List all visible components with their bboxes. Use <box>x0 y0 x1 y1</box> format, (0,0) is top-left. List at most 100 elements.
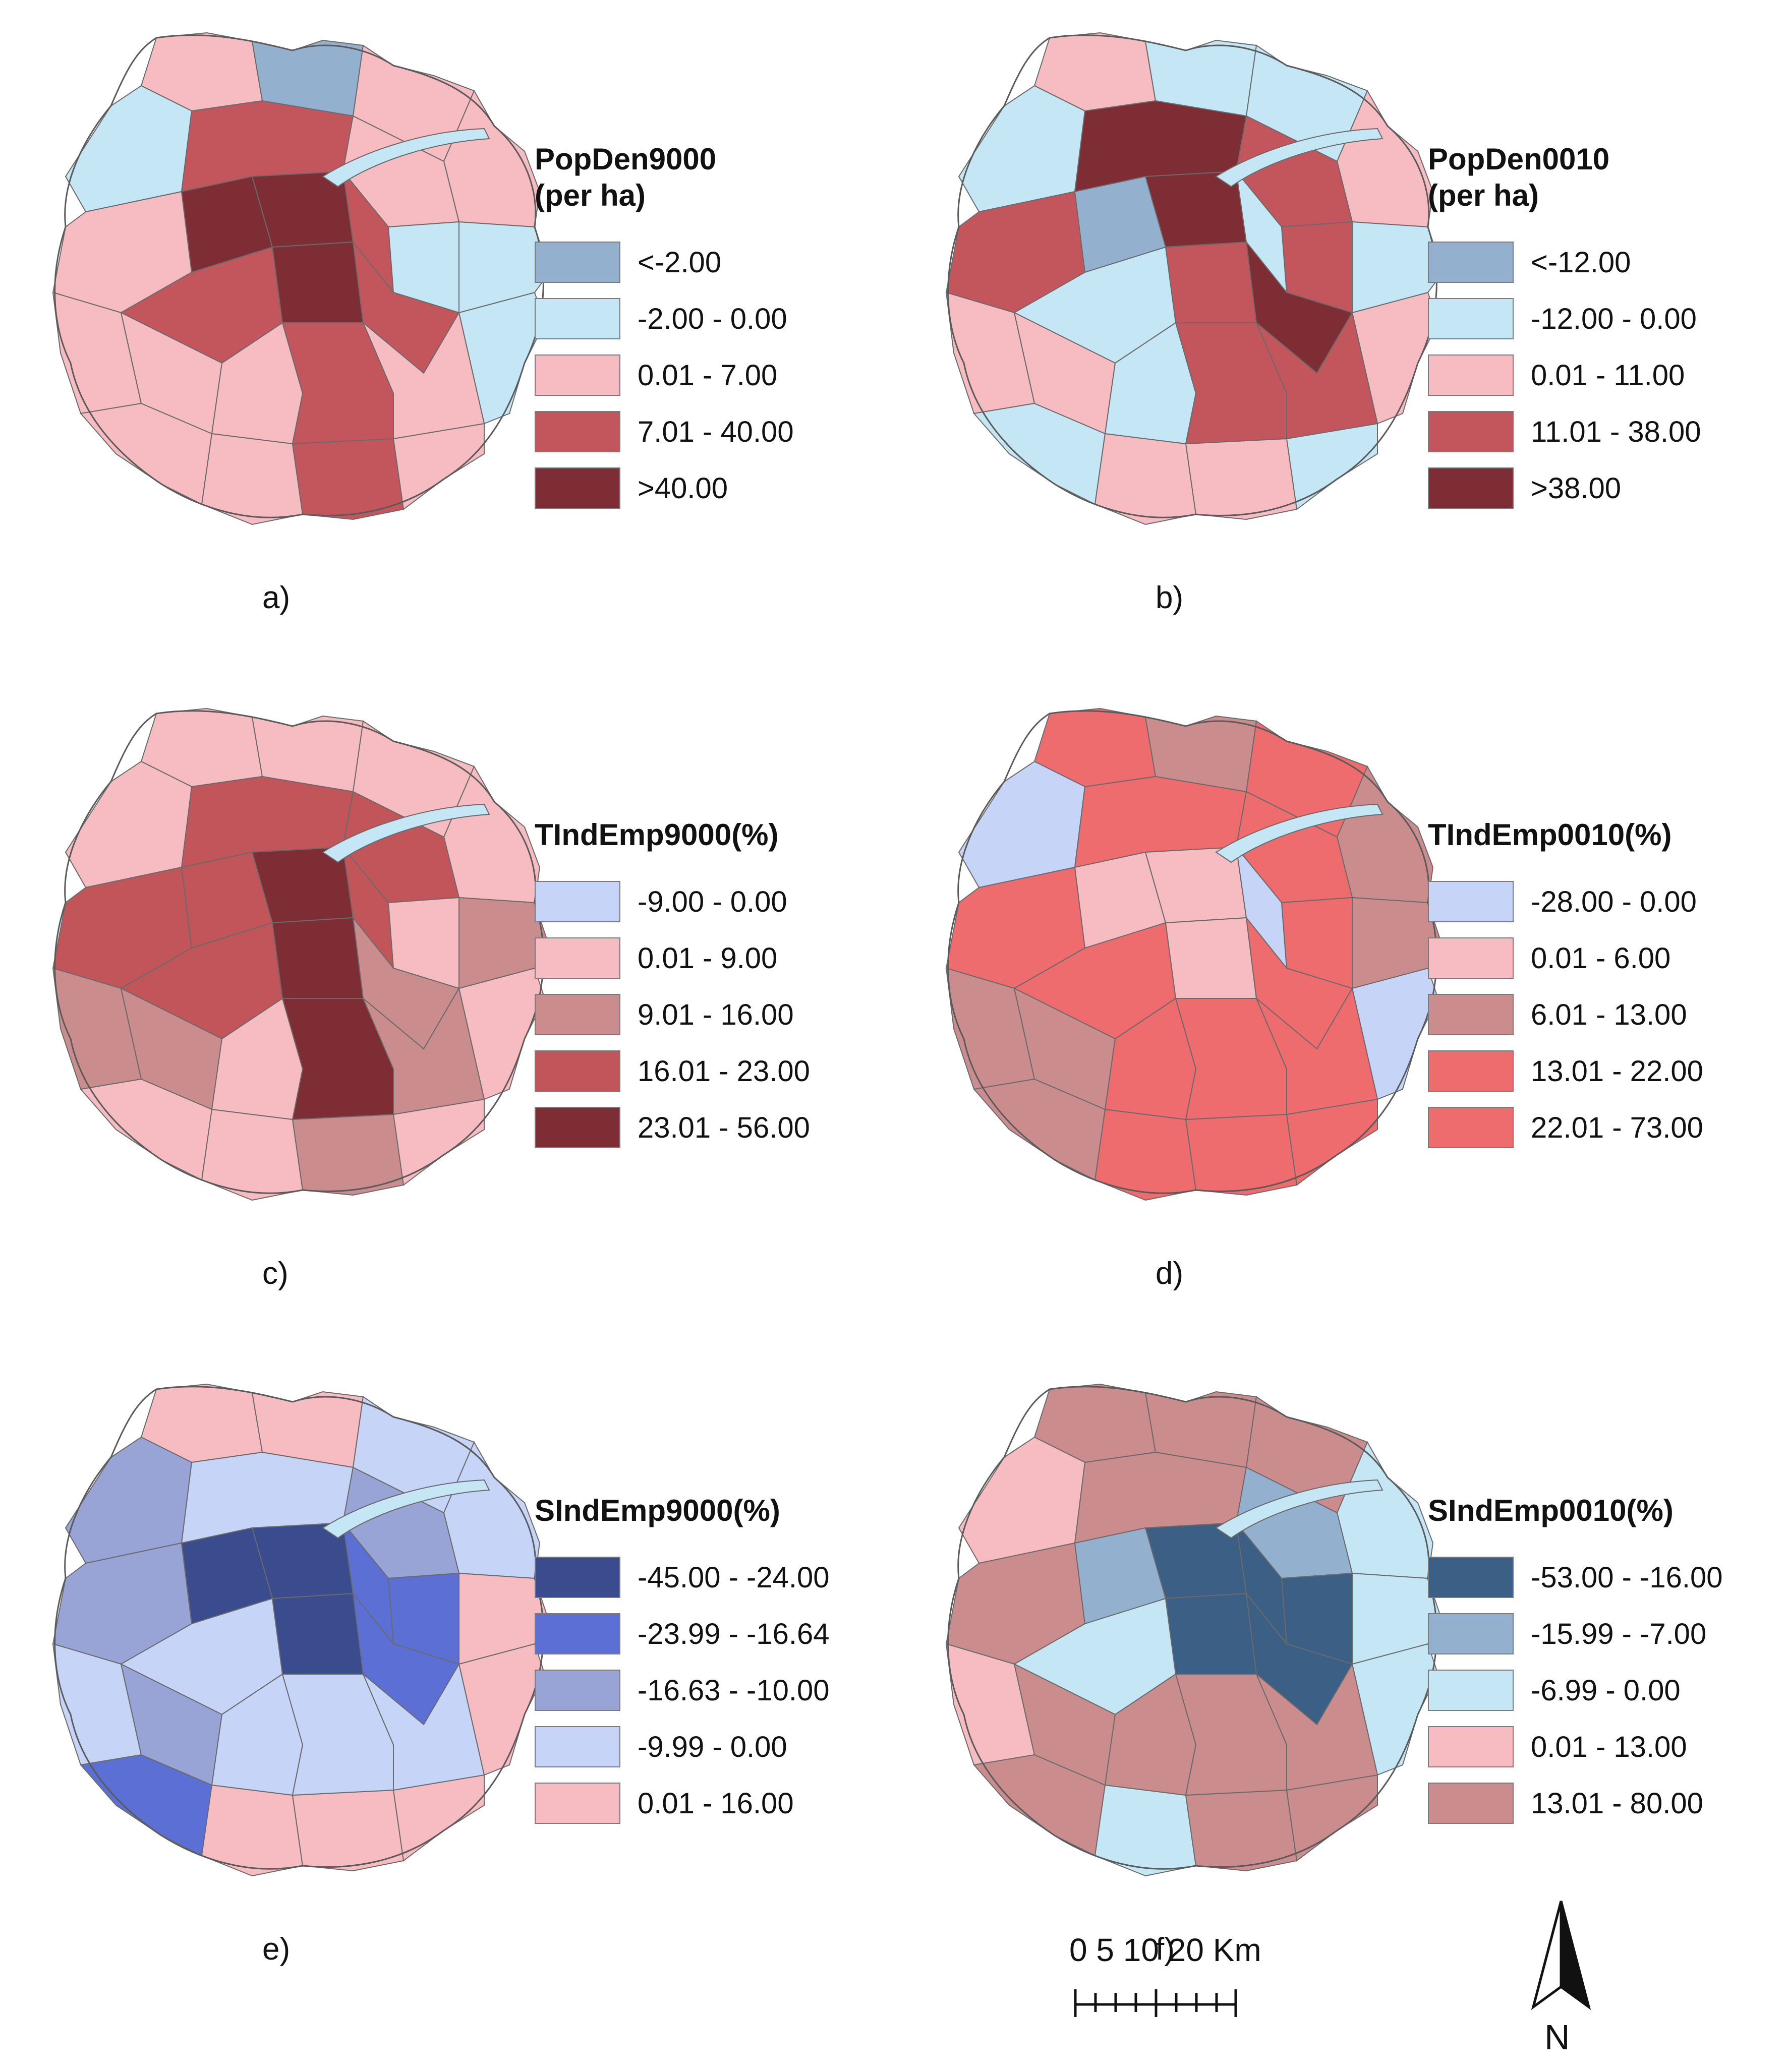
legend-item: 0.01 - 11.00 <box>1428 347 1781 403</box>
legend-swatch <box>1428 1557 1514 1598</box>
legend-item: 7.01 - 40.00 <box>535 403 888 460</box>
choropleth-map <box>945 1383 1444 1877</box>
map-panel-a: PopDen9000 (per ha) <-2.00 -2.00 - 0.00 0.… <box>0 0 893 671</box>
legend-swatch <box>1428 881 1514 922</box>
legend-item: >38.00 <box>1428 460 1781 516</box>
map-region <box>65 760 193 889</box>
legend-swatch <box>535 881 620 922</box>
legend-label: <-12.00 <box>1531 246 1631 279</box>
legend-label: -9.00 - 0.00 <box>638 885 787 918</box>
legend-label: 11.01 - 38.00 <box>1531 415 1701 448</box>
map-region <box>363 1663 485 1791</box>
map-region <box>1165 917 1257 999</box>
map-panel-b: PopDen0010 (per ha) <-12.00 -12.00 - 0.00… <box>893 0 1786 671</box>
choropleth-map <box>52 1383 551 1877</box>
legend-item: -23.99 - -16.64 <box>535 1606 888 1662</box>
panel-caption: c) <box>262 1256 289 1291</box>
map-outline <box>947 710 1437 1194</box>
legend-label: -15.99 - -7.00 <box>1531 1617 1707 1650</box>
legend-label: 0.01 - 16.00 <box>638 1787 794 1820</box>
map-legend: TIndEmp9000(%) -9.00 - 0.00 0.01 - 9.00 9.… <box>535 817 888 1156</box>
scale-bar: 0 5 10 20 Km <box>1069 1931 1352 2032</box>
legend-item: -28.00 - 0.00 <box>1428 873 1781 930</box>
legend-swatch <box>1428 298 1514 339</box>
north-arrow: N <box>1523 1896 1604 2062</box>
legend-label: -28.00 - 0.00 <box>1531 885 1697 918</box>
legend-swatch <box>1428 1670 1514 1711</box>
north-arrow-label: N <box>1544 2018 1570 2057</box>
legend-swatch <box>1428 937 1514 979</box>
legend-swatch <box>535 1670 620 1711</box>
map-panel-d: TIndEmp0010(%) -28.00 - 0.00 0.01 - 6.00 6… <box>893 676 1786 1346</box>
choropleth-map <box>52 707 551 1201</box>
map-region <box>958 760 1086 889</box>
legend-swatch <box>535 354 620 396</box>
legend-swatch <box>535 994 620 1035</box>
map-region <box>1256 1663 1378 1791</box>
legend-swatch <box>535 242 620 283</box>
legend-item: 0.01 - 7.00 <box>535 347 888 403</box>
legend-item: -53.00 - -16.00 <box>1428 1549 1781 1606</box>
legend-swatch <box>1428 467 1514 509</box>
legend-item: 9.01 - 16.00 <box>535 986 888 1043</box>
legend-label: 16.01 - 23.00 <box>638 1054 810 1088</box>
legend-swatch <box>1428 354 1514 396</box>
map-region <box>1094 1108 1197 1201</box>
legend-item: -45.00 - -24.00 <box>535 1549 888 1606</box>
river <box>322 128 490 188</box>
legend-label: <-2.00 <box>638 246 722 279</box>
scale-bar-ticks <box>1074 1989 1237 2017</box>
map-region <box>363 311 485 440</box>
legend-label: -23.99 - -16.64 <box>638 1617 830 1650</box>
legend-label: -12.00 - 0.00 <box>1531 302 1697 335</box>
map-region <box>363 987 485 1115</box>
map-region <box>1094 1784 1197 1877</box>
legend-label: -45.00 - -24.00 <box>638 1561 830 1594</box>
map-outline <box>947 1386 1437 1870</box>
legend-swatch <box>535 298 620 339</box>
legend-item: -2.00 - 0.00 <box>535 290 888 347</box>
river <box>322 1479 490 1539</box>
legend-label: -9.99 - 0.00 <box>638 1730 787 1763</box>
scale-bar-label: 0 5 10 20 Km <box>1069 1932 1261 1968</box>
legend-item: 0.01 - 6.00 <box>1428 930 1781 986</box>
legend-title: SIndEmp0010(%) <box>1428 1494 1674 1527</box>
legend-label: 0.01 - 6.00 <box>1531 941 1671 975</box>
map-outline <box>54 710 544 1194</box>
river <box>1215 128 1384 188</box>
map-outline <box>54 34 544 518</box>
legend-title: PopDen9000 (per ha) <box>535 142 717 212</box>
legend-label: >38.00 <box>1531 471 1622 505</box>
legend-item: 23.01 - 56.00 <box>535 1099 888 1156</box>
legend-item: 0.01 - 13.00 <box>1428 1719 1781 1775</box>
river <box>322 803 490 863</box>
map-region <box>271 917 364 999</box>
legend-swatch <box>535 1726 620 1767</box>
map-legend: TIndEmp0010(%) -28.00 - 0.00 0.01 - 6.00 6… <box>1428 817 1781 1156</box>
legend-item: -16.63 - -10.00 <box>535 1662 888 1719</box>
legend-label: 9.01 - 16.00 <box>638 998 794 1031</box>
map-outline <box>54 1386 544 1870</box>
map-region <box>1165 241 1257 323</box>
map-region <box>1165 1592 1257 1675</box>
legend-swatch <box>1428 1726 1514 1767</box>
legend-label: 7.01 - 40.00 <box>638 415 794 448</box>
legend-swatch <box>535 1783 620 1824</box>
legend-swatch <box>1428 1050 1514 1092</box>
legend-swatch <box>1428 411 1514 452</box>
legend-label: 6.01 - 13.00 <box>1531 998 1687 1031</box>
legend-title: TIndEmp0010(%) <box>1428 818 1672 852</box>
legend-label: -16.63 - -10.00 <box>638 1674 830 1707</box>
panel-caption: d) <box>1156 1256 1184 1291</box>
map-legend: PopDen0010 (per ha) <-12.00 -12.00 - 0.00… <box>1428 141 1781 516</box>
legend-item: 13.01 - 22.00 <box>1428 1043 1781 1099</box>
legend-swatch <box>535 937 620 979</box>
legend-label: >40.00 <box>638 471 728 505</box>
river <box>1215 803 1384 863</box>
choropleth-map <box>945 32 1444 525</box>
legend-item: 0.01 - 16.00 <box>535 1775 888 1831</box>
map-panel-c: TIndEmp9000(%) -9.00 - 0.00 0.01 - 9.00 9.… <box>0 676 893 1346</box>
map-panel-e: SIndEmp9000(%) -45.00 - -24.00 -23.99 - -… <box>0 1351 893 2022</box>
legend-swatch <box>1428 1107 1514 1148</box>
panel-caption: f) <box>1156 1932 1175 1967</box>
